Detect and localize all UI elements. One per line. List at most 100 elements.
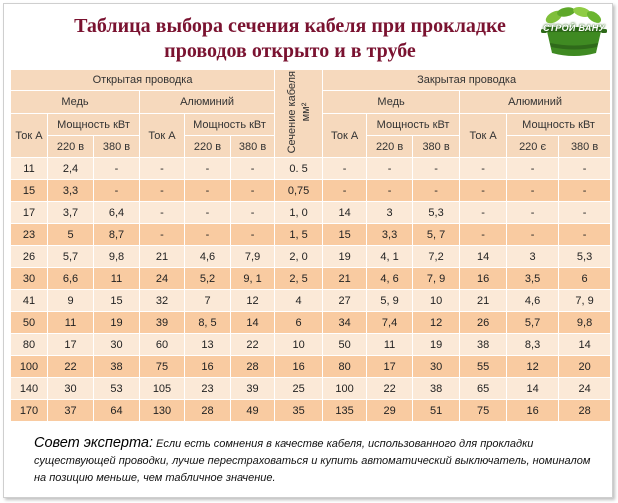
table-cell: 130 xyxy=(139,399,185,422)
table-cell: 140 xyxy=(10,377,48,400)
table-cell: 105 xyxy=(139,377,185,400)
table-cell: 24 xyxy=(558,377,612,400)
table-cell: 9 xyxy=(47,289,94,312)
table-cell: 7, 9 xyxy=(412,267,461,290)
table-cell: 0,75 xyxy=(274,179,324,202)
open-wiring-header: Открытая проводка xyxy=(9,69,276,91)
table-cell: 38 xyxy=(412,377,461,400)
table-cell: 12 xyxy=(229,289,276,312)
closed-copper-380-header: 380 в xyxy=(412,135,461,158)
table-cell: 80 xyxy=(10,333,48,356)
closed-copper-header: Медь xyxy=(322,90,461,114)
expert-tip-text: Если есть сомнения в качестве кабеля, ис… xyxy=(34,438,591,484)
table-cell: 14 xyxy=(558,333,612,356)
table-cell: 7,2 xyxy=(412,245,461,268)
table-cell: 21 xyxy=(459,289,508,312)
title-line-2: проводов открыто и в трубе xyxy=(164,40,416,62)
table-cell: 7,9 xyxy=(229,245,276,268)
table-cell: 30 xyxy=(412,355,461,378)
table-row: 15 3,3- - - -0,75- - - - - - xyxy=(10,179,612,202)
page-title: Таблица выбора сечения кабеля при прокла… xyxy=(40,14,540,64)
table-cell: 50 xyxy=(10,311,48,334)
expert-tip: Совет эксперта: Если есть сомнения в кач… xyxy=(34,435,594,487)
table-cell: 21 xyxy=(322,267,368,290)
table-cell: - xyxy=(229,223,276,246)
table-cell: 51 xyxy=(412,399,461,422)
open-copper-header: Медь xyxy=(10,90,140,114)
table-cell: 3,7 xyxy=(47,201,94,224)
table-cell: 17 xyxy=(47,333,94,356)
table-cell: 15 xyxy=(93,289,140,312)
table-cell: 5 xyxy=(47,223,94,246)
cross-section-header: Сечение кабеля мм² xyxy=(274,69,324,158)
table-cell: 3,5 xyxy=(506,267,560,290)
table-cell: 2,4 xyxy=(47,157,94,180)
table-cell: 4, 6 xyxy=(366,267,414,290)
table-cell: 17 xyxy=(10,201,48,224)
table-cell: 14 xyxy=(459,245,508,268)
table-cell: - xyxy=(459,179,508,202)
table-cell: 14 xyxy=(506,377,560,400)
table-cell: 19 xyxy=(322,245,368,268)
open-aluminium-current-header: Ток А xyxy=(139,113,185,158)
table-cell: 14 xyxy=(322,201,368,224)
table-cell: 26 xyxy=(10,245,48,268)
table-cell: - xyxy=(459,223,508,246)
table-cell: - xyxy=(558,223,612,246)
open-aluminium-power-header: Мощность кВт xyxy=(183,113,276,136)
table-cell: 60 xyxy=(139,333,185,356)
open-aluminium-header: Алюминий xyxy=(138,90,276,114)
table-cell: 20 xyxy=(558,355,612,378)
cross-section-unit: мм² xyxy=(299,102,312,122)
table-cell: 5,3 xyxy=(558,245,612,268)
table-cell: 3 xyxy=(366,201,414,224)
closed-aluminium-power-header: Мощность кВт xyxy=(506,113,612,136)
table-cell: - xyxy=(139,157,185,180)
expert-tip-label: Совет эксперта: xyxy=(34,435,153,451)
table-cell: - xyxy=(506,223,560,246)
table-cell: 80 xyxy=(322,355,368,378)
table-row: 100 22 38 75 16 28 16 80 17 30 55 12 20 xyxy=(10,355,612,378)
table-cell: 14 xyxy=(229,311,276,334)
table-row: 50 11 19 39 8, 5 14 6 34 7,4 12 26 5,7 9,8 xyxy=(10,311,612,334)
table-cell: - xyxy=(229,157,276,180)
open-copper-220-header: 220 в xyxy=(47,135,94,158)
table-cell: - xyxy=(229,201,276,224)
table-cell: 11 xyxy=(366,333,414,356)
table-cell: - xyxy=(558,201,612,224)
table-cell: 10 xyxy=(412,289,461,312)
table-cell: 5, 9 xyxy=(366,289,414,312)
table-cell: 3,3 xyxy=(47,179,94,202)
table-cell: - xyxy=(184,223,231,246)
table-cell: 16 xyxy=(459,267,508,290)
table-cell: 28 xyxy=(184,399,231,422)
table-cell: - xyxy=(139,201,185,224)
table-cell: 53 xyxy=(93,377,140,400)
table-cell: - xyxy=(506,179,560,202)
table-cell: - xyxy=(322,179,368,202)
table-cell: - xyxy=(322,157,368,180)
table-cell: 9,8 xyxy=(558,311,612,334)
table-cell: 6,4 xyxy=(93,201,140,224)
table-cell: 11 xyxy=(93,267,140,290)
table-cell: 8,7 xyxy=(93,223,140,246)
table-cell: 0. 5 xyxy=(274,157,324,180)
table-cell: 25 xyxy=(274,377,324,400)
table-cell: 135 xyxy=(322,399,368,422)
table-cell: 50 xyxy=(322,333,368,356)
table-cell: 10 xyxy=(274,333,324,356)
table-cell: 34 xyxy=(322,311,368,334)
table-cell: 4,6 xyxy=(184,245,231,268)
table-cell: 5,3 xyxy=(412,201,461,224)
table-cell: 32 xyxy=(139,289,185,312)
table-cell: 15 xyxy=(322,223,368,246)
table-cell: - xyxy=(229,179,276,202)
table-cell: 38 xyxy=(459,333,508,356)
table-cell: 5, 7 xyxy=(412,223,461,246)
table-cell: 29 xyxy=(366,399,414,422)
table-cell: 75 xyxy=(459,399,508,422)
table-cell: 3,3 xyxy=(366,223,414,246)
table-cell: - xyxy=(93,179,140,202)
table-cell: - xyxy=(366,157,414,180)
table-cell: 23 xyxy=(184,377,231,400)
